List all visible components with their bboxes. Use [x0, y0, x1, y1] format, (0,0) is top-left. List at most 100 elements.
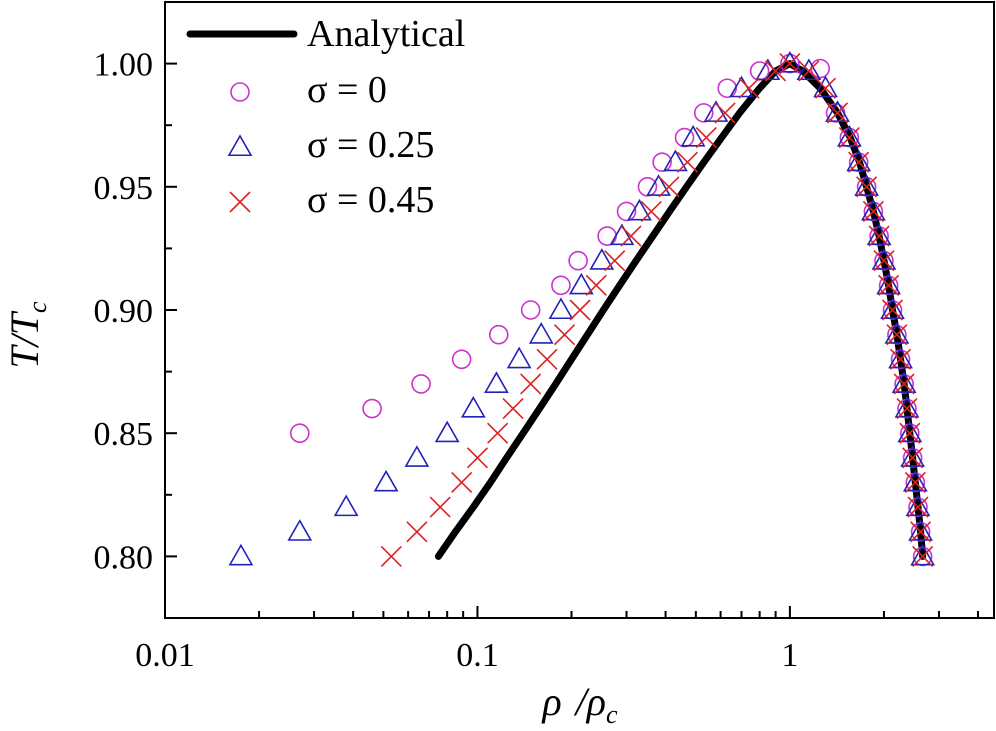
data-point: [520, 373, 542, 395]
markers-cross: [380, 53, 934, 567]
x-axis-label: ρ/ρc: [540, 679, 618, 729]
data-point: [373, 469, 399, 492]
data-point: [848, 151, 870, 173]
y-tick-label: 0.80: [94, 539, 154, 576]
data-point: [434, 420, 460, 443]
data-point: [362, 398, 382, 419]
data-point: [880, 297, 905, 320]
data-point: [380, 545, 402, 567]
data-point: [658, 176, 680, 198]
data-point: [663, 149, 688, 172]
legend-marker: [229, 191, 251, 213]
data-point: [907, 496, 929, 518]
data-point: [451, 471, 473, 494]
data-point: [888, 346, 913, 369]
data-point: [553, 324, 576, 346]
data-point: [813, 75, 838, 98]
data-point: [528, 322, 554, 344]
data-point: [871, 248, 897, 270]
data-point: [652, 152, 672, 172]
data-point: [520, 300, 541, 320]
data-point: [411, 374, 431, 394]
data-point: [404, 445, 430, 467]
data-point: [460, 395, 486, 418]
data-point: [856, 176, 878, 198]
data-point: [826, 102, 849, 124]
data-point: [897, 420, 923, 443]
y-tick-label: 0.90: [94, 293, 154, 330]
data-point: [502, 397, 524, 420]
data-point: [620, 225, 642, 247]
y-tick-label: 0.85: [94, 416, 154, 453]
data-point: [873, 250, 895, 272]
y-axis-label-sub: c: [23, 301, 52, 313]
data-point: [616, 201, 637, 222]
legend-marker: [227, 134, 253, 157]
x-axis-label-sep: /: [574, 679, 591, 724]
y-tick-label: 0.95: [94, 170, 154, 207]
data-point: [876, 272, 902, 295]
x-tick-label: 1: [781, 637, 798, 674]
data-point: [680, 124, 706, 147]
data-point: [814, 77, 837, 99]
data-point: [796, 58, 822, 81]
legend-label: σ = 0: [307, 69, 387, 111]
data-point: [910, 521, 932, 543]
data-point: [646, 174, 671, 196]
data-point: [569, 299, 591, 321]
data-point: [893, 373, 915, 395]
data-point: [604, 250, 626, 272]
x-axis-label-sub: c: [606, 700, 618, 729]
data-point: [899, 422, 921, 444]
legend-marker: [230, 82, 250, 102]
data-point: [568, 272, 594, 295]
x-axis-label-rho: ρ: [540, 679, 561, 724]
data-point: [798, 60, 820, 82]
data-point: [466, 447, 489, 469]
data-point: [886, 324, 908, 346]
data-point: [568, 250, 588, 271]
data-point: [838, 126, 860, 149]
data-point: [904, 471, 926, 494]
data-point: [228, 543, 254, 566]
data-point: [861, 198, 886, 221]
data-point: [548, 297, 574, 320]
data-point: [714, 102, 736, 124]
data-point: [910, 543, 936, 566]
data-point: [866, 223, 892, 246]
y-tick-label: 1.00: [94, 47, 154, 84]
data-point: [627, 198, 652, 221]
y-axis-label: T/Tc: [2, 301, 52, 369]
data-point: [891, 371, 917, 393]
data-point: [506, 346, 532, 369]
data-point: [551, 275, 571, 296]
data-point: [896, 397, 918, 420]
data-point: [487, 422, 509, 444]
data-point: [640, 200, 662, 223]
data-point: [862, 200, 884, 223]
x-tick-label: 0.01: [135, 637, 195, 674]
data-point: [854, 174, 879, 196]
data-point: [902, 447, 924, 469]
data-point: [868, 225, 890, 247]
data-point: [589, 248, 615, 270]
data-point: [597, 226, 617, 246]
data-point: [905, 494, 931, 517]
data-point: [484, 371, 509, 393]
data-point: [889, 348, 912, 370]
data-point: [287, 519, 313, 541]
y-axis-label-main: T/T: [2, 310, 47, 368]
data-point: [846, 149, 872, 172]
data-point: [333, 494, 359, 517]
data-point: [488, 324, 509, 345]
legend-label: σ = 0.45: [307, 179, 434, 221]
data-point: [536, 348, 558, 370]
data-point: [902, 469, 928, 492]
data-point: [676, 151, 699, 173]
data-point: [779, 53, 801, 75]
legend-label: σ = 0.25: [307, 124, 434, 166]
legend: Analytical σ = 0 σ = 0.25 σ = 0.45: [186, 13, 465, 221]
data-point: [912, 545, 934, 567]
data-point: [585, 274, 607, 296]
